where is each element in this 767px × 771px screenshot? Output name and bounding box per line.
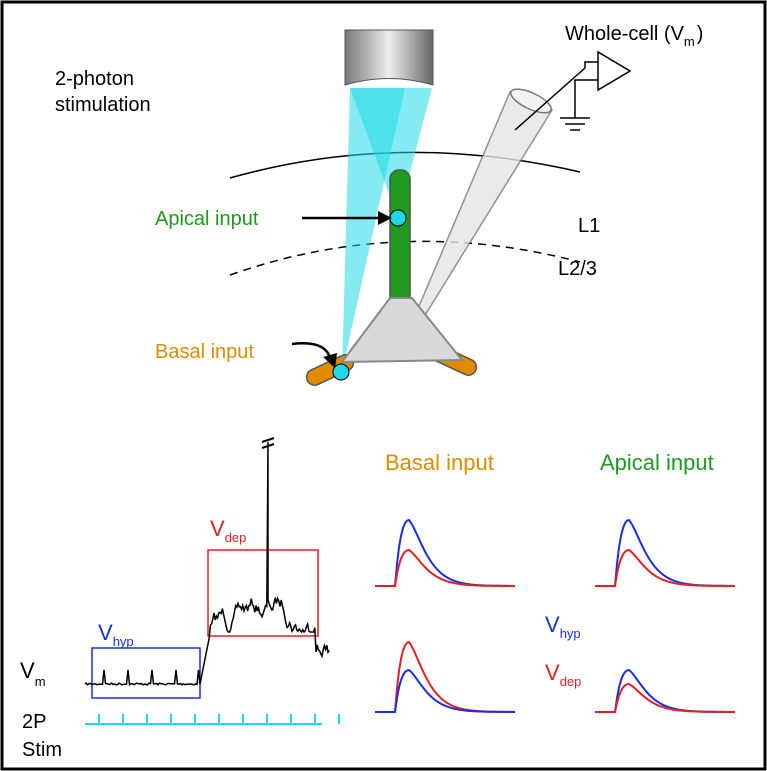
label: Apical input xyxy=(155,208,259,230)
dep-box xyxy=(207,549,319,637)
response-curve xyxy=(375,668,515,713)
label-part: V xyxy=(545,660,560,685)
subscript: hyp xyxy=(560,626,581,641)
subscript: dep xyxy=(225,530,247,545)
wire xyxy=(584,61,600,68)
label: Vdep xyxy=(210,516,246,545)
label: Vhyp xyxy=(98,620,134,649)
basal-spot xyxy=(332,363,350,381)
response-curve xyxy=(595,548,735,587)
label-part: V xyxy=(210,516,225,541)
label: stimulation xyxy=(55,94,151,116)
label: 2P xyxy=(22,711,46,733)
label: L1 xyxy=(578,215,600,237)
legend-entry: Vhyp xyxy=(545,612,581,641)
label: 2-photon xyxy=(55,68,134,90)
amplifier xyxy=(597,50,632,92)
panel-title: Apical input xyxy=(600,450,714,475)
label: Basal input xyxy=(155,341,254,363)
label-part: V xyxy=(545,612,560,637)
label-part: V xyxy=(98,620,113,645)
break-mark xyxy=(261,437,275,449)
response-curve xyxy=(375,548,515,587)
label: Vm xyxy=(20,658,46,689)
subscript: hyp xyxy=(113,634,134,649)
stim-trace xyxy=(85,714,340,725)
arrow xyxy=(291,342,332,359)
basal-light-cone xyxy=(342,88,405,372)
layer-boundary xyxy=(229,240,581,276)
subscript: dep xyxy=(560,674,582,689)
subscript: m xyxy=(35,674,46,689)
soma xyxy=(339,297,465,364)
label: Stim xyxy=(22,739,62,761)
label: L2/3 xyxy=(558,258,597,280)
pipette xyxy=(412,91,554,321)
label-line: 2-photon xyxy=(55,68,134,90)
response-panels xyxy=(375,518,736,713)
apical-dendrite xyxy=(389,169,411,306)
hyp-box xyxy=(91,647,201,699)
label-part: V xyxy=(20,658,35,683)
response-curve xyxy=(595,682,735,713)
arrowhead xyxy=(378,211,392,225)
label-part: ) xyxy=(697,23,704,45)
arrowhead xyxy=(323,353,337,368)
label-part: Whole-cell (V xyxy=(565,23,685,45)
electrode xyxy=(514,67,586,131)
label-line: stimulation xyxy=(55,94,151,116)
ground xyxy=(560,79,598,131)
label: Whole-cell (Vm) xyxy=(565,23,703,49)
voltage-trace xyxy=(84,441,330,687)
legend-entry: Vdep xyxy=(545,660,581,689)
panel-title: Basal input xyxy=(385,450,494,475)
apical-spot xyxy=(389,209,407,227)
subscript: m xyxy=(684,34,695,49)
objective xyxy=(344,29,434,86)
